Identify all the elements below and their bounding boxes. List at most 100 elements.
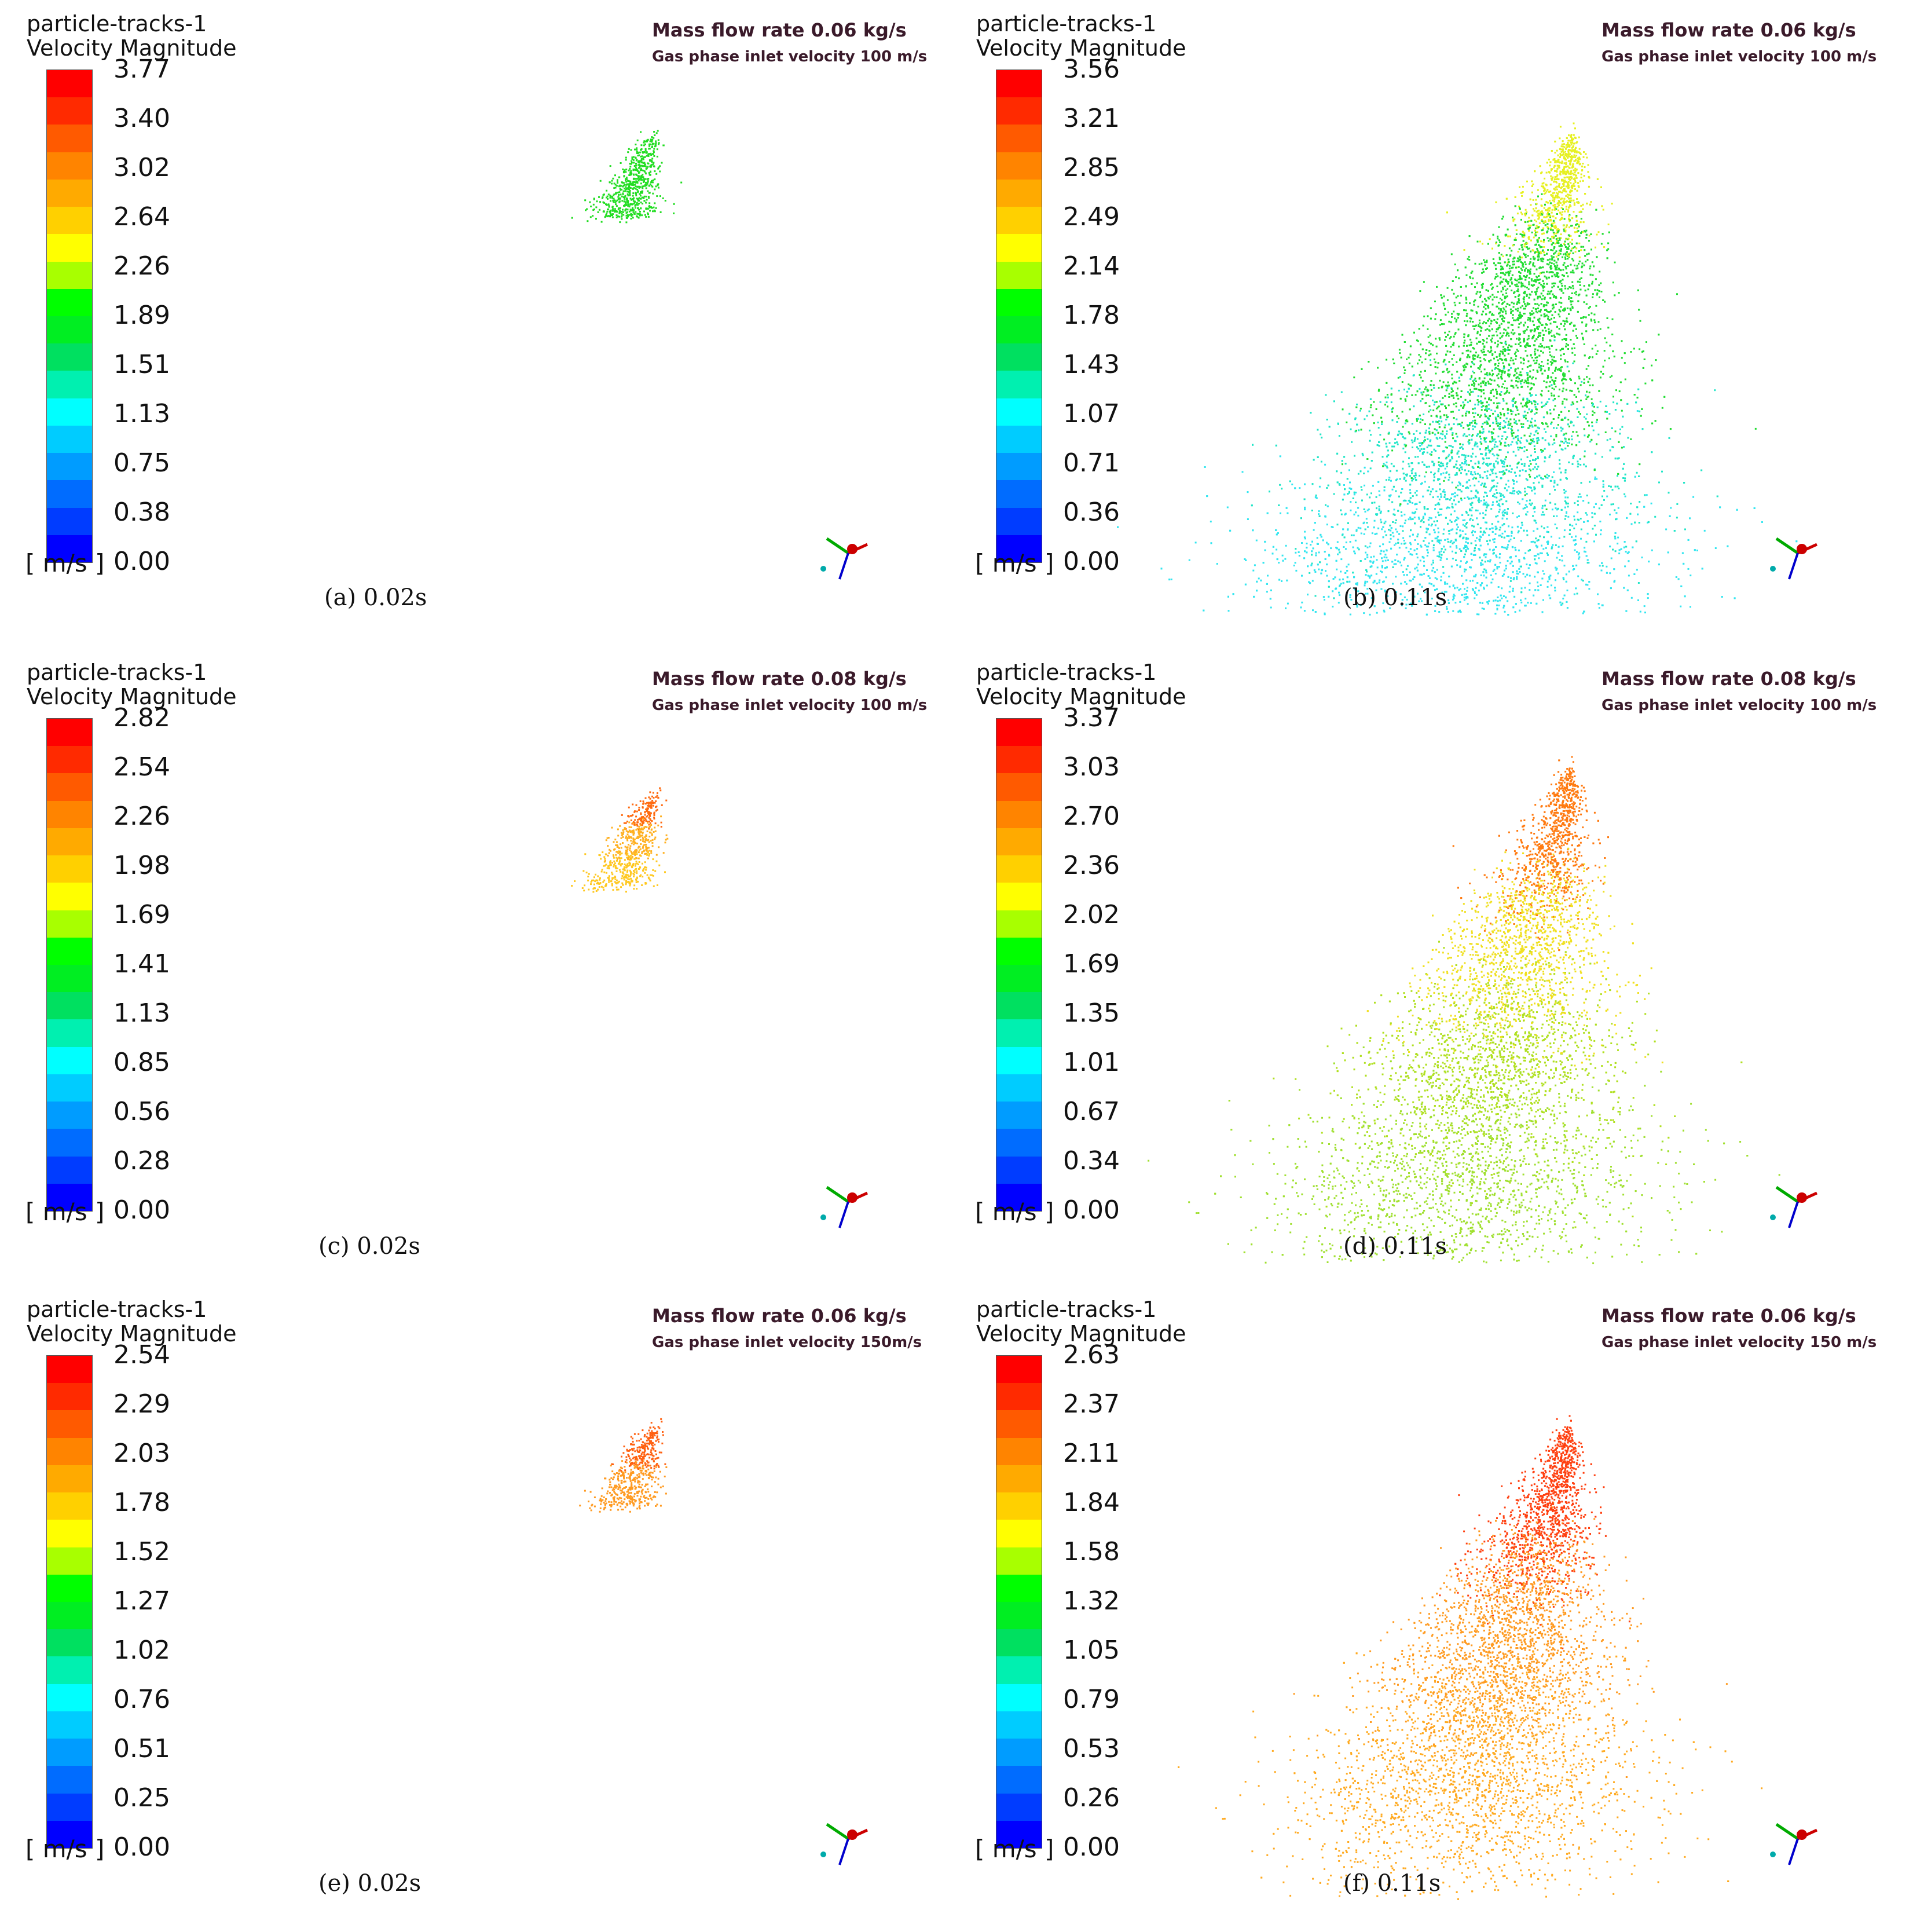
particle	[1364, 558, 1366, 560]
particle	[1405, 480, 1407, 482]
particle	[1444, 583, 1446, 585]
particle	[1446, 430, 1448, 433]
particle	[625, 221, 628, 224]
particle	[1364, 418, 1366, 420]
particle	[1357, 473, 1359, 475]
colorbar-tick-label: 1.89	[113, 303, 170, 328]
particle	[636, 148, 638, 151]
particle	[649, 174, 651, 176]
particle	[1453, 354, 1455, 356]
particle	[599, 201, 602, 203]
particle	[1690, 575, 1692, 577]
particle	[613, 210, 615, 212]
particle	[1564, 320, 1566, 323]
particle	[599, 180, 602, 182]
particle	[632, 214, 633, 215]
particle	[643, 195, 646, 197]
particle	[1472, 370, 1474, 372]
particle	[1517, 288, 1519, 290]
inlet-velocity-text: Gas phase inlet velocity 100 m/s	[652, 46, 941, 67]
legend-line-1: particle-tracks-1	[27, 12, 236, 36]
particle	[602, 196, 604, 199]
particle	[1369, 613, 1371, 616]
particle	[1486, 506, 1488, 508]
particle	[608, 204, 610, 207]
particle	[1621, 426, 1624, 428]
particle	[1439, 400, 1441, 402]
particle	[1450, 411, 1453, 413]
particle	[635, 195, 637, 196]
particle	[1582, 246, 1585, 248]
particle	[1617, 536, 1619, 539]
particle	[1575, 177, 1578, 179]
particle	[1266, 591, 1268, 593]
particle	[1533, 445, 1535, 447]
particle	[1714, 389, 1716, 391]
particle	[644, 214, 646, 216]
particle	[631, 182, 633, 185]
particle	[1453, 403, 1455, 405]
particle	[644, 141, 647, 142]
particle	[632, 181, 634, 184]
particle	[1564, 151, 1566, 153]
particle	[637, 175, 639, 178]
particle	[1617, 485, 1619, 488]
particle	[632, 195, 634, 197]
particle	[1338, 591, 1340, 594]
particle	[1565, 503, 1567, 505]
particle	[628, 174, 631, 176]
particle	[619, 207, 621, 209]
particle	[629, 187, 632, 189]
particle	[1528, 238, 1530, 240]
particle	[626, 178, 628, 181]
particle	[1588, 391, 1590, 394]
particle	[1581, 230, 1583, 233]
particle	[632, 200, 635, 202]
particle	[647, 190, 649, 192]
particle	[652, 192, 654, 195]
particle	[626, 217, 628, 219]
particle	[1574, 292, 1576, 294]
particle	[1543, 190, 1545, 192]
particle	[642, 158, 644, 159]
particle	[620, 185, 622, 187]
particle	[1567, 419, 1570, 421]
particle	[1496, 492, 1498, 494]
particle	[1478, 590, 1480, 592]
particle	[1586, 156, 1588, 159]
particle	[1571, 525, 1574, 527]
particle	[1515, 239, 1517, 241]
particle	[592, 215, 594, 217]
particle	[629, 208, 632, 211]
particle	[595, 206, 598, 208]
particle	[1563, 529, 1566, 532]
particle	[1394, 438, 1397, 440]
particle	[584, 199, 587, 202]
particle	[637, 185, 639, 188]
particle	[650, 152, 652, 155]
particle	[1395, 563, 1397, 565]
particle	[1510, 310, 1512, 313]
particle	[1530, 331, 1532, 332]
particle	[648, 207, 651, 208]
particle	[642, 174, 644, 176]
colorbar-segment	[996, 261, 1042, 290]
particle	[1487, 445, 1489, 448]
particle	[626, 191, 628, 193]
particle	[645, 152, 647, 154]
particle	[1295, 551, 1297, 554]
particle	[1553, 282, 1555, 284]
particle	[653, 179, 654, 181]
particle	[644, 163, 646, 166]
particle	[1591, 347, 1593, 350]
particle	[1580, 232, 1582, 235]
particle	[1577, 496, 1579, 498]
particle	[1421, 380, 1424, 382]
particle	[1518, 337, 1520, 339]
particle	[1529, 443, 1531, 445]
particle	[601, 197, 603, 199]
colorbar-segment	[47, 125, 92, 153]
particle	[1529, 312, 1531, 314]
particle	[1611, 375, 1613, 377]
